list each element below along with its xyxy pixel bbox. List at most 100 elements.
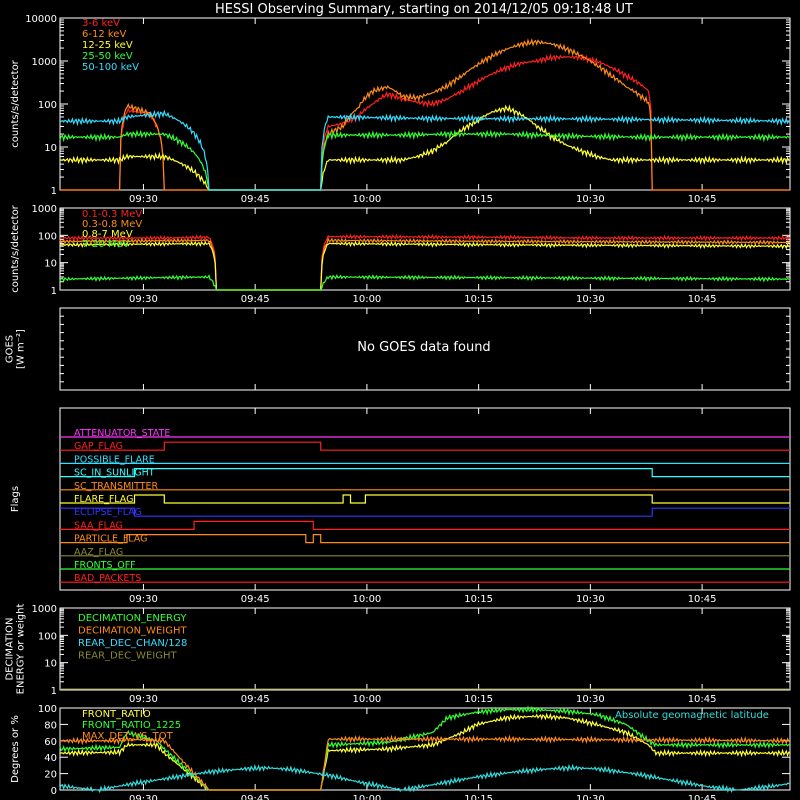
x-tick-label: 10:15 <box>464 694 493 705</box>
x-tick-label: 10:45 <box>688 794 717 800</box>
flag-line <box>60 494 790 504</box>
legend-entry: DECIMATION_WEIGHT <box>78 626 187 637</box>
y-tick-label: 60 <box>44 737 57 748</box>
y-tick-label: 20 <box>44 770 57 781</box>
flag-label: BAD_PACKETS <box>74 573 141 584</box>
legend-entry: 0.3-0.8 MeV <box>82 219 142 230</box>
series-line-front-ratio <box>59 712 791 791</box>
flag-label: PARTICLE_FLAG <box>74 534 147 545</box>
x-tick-label: 10:45 <box>688 594 717 605</box>
y-tick-label: 1 <box>51 286 57 297</box>
x-tick-label: 10:30 <box>576 694 605 705</box>
panel-ratio: 09:30 09:45 10:00 10:15 10:30 10:45 0 20 40 60 80 1… <box>10 704 791 800</box>
legend-entry: 25-50 keV <box>82 51 133 62</box>
series-line-50-100-kev <box>60 109 791 191</box>
x-tick-label: 09:30 <box>129 194 158 205</box>
y-tick-label: 100 <box>38 631 57 642</box>
plot-frame <box>59 407 791 591</box>
panel-goes: No GOES data found GOES [W m⁻²] <box>5 307 791 391</box>
x-tick-label: 10:00 <box>352 694 381 705</box>
flag-label: ATTENUATOR_STATE <box>74 428 170 439</box>
y-tick-label: 10 <box>44 143 57 154</box>
x-tick-label: 10:00 <box>352 194 381 205</box>
y-tick-label: 40 <box>44 753 57 764</box>
legend-entry: 12-25 keV <box>82 40 133 51</box>
series-line-7-20-mev <box>59 273 790 291</box>
legend-entry: DECIMATION_ENERGY <box>78 613 187 624</box>
flag-label: SAA_FLAG <box>74 520 123 531</box>
series-line-25-50-kev <box>59 129 790 191</box>
y-tick-label: 100 <box>38 704 57 715</box>
flag-label: POSSIBLE_FLARE <box>74 454 155 465</box>
series-line-0-3-0-8-mev <box>59 237 791 291</box>
x-tick-label: 09:30 <box>129 694 158 705</box>
series-line-0-1-0-3-mev <box>59 233 791 291</box>
legend-entry: 0.8-7 MeV <box>82 229 133 240</box>
x-tick-label: 10:00 <box>352 794 381 800</box>
x-tick-label: 10:30 <box>576 194 605 205</box>
y-axis-label: DECIMATION <box>5 617 16 680</box>
x-tick-label: 10:30 <box>576 594 605 605</box>
y-tick-label: 1 <box>51 186 57 197</box>
series-line-max-det-vs-tot <box>59 734 791 791</box>
goes-message: No GOES data found <box>357 340 490 355</box>
legend-entry: REAR_DEC_WEIGHT <box>78 651 177 662</box>
flag-line <box>60 507 790 517</box>
y-axis-label: counts/s/detector <box>10 59 21 147</box>
legend-entry: 6-12 keV <box>82 29 126 40</box>
panel-flags: 09:30 09:45 10:00 10:15 10:30 10:45 ATTENUATOR… <box>10 407 791 605</box>
legend-entry: FRONT_RATIO_1225 <box>82 720 181 731</box>
flag-label: FLARE_FLAG <box>74 494 134 505</box>
flag-line <box>60 441 790 451</box>
x-tick-label: 09:45 <box>241 794 270 800</box>
y-tick-label: 10000 <box>25 14 57 25</box>
y-tick-label: 1000 <box>32 57 57 68</box>
x-tick-label: 10:30 <box>576 794 605 800</box>
x-tick-label: 09:30 <box>129 294 158 305</box>
x-tick-label: 10:15 <box>464 194 493 205</box>
x-tick-label: 10:00 <box>352 594 381 605</box>
flag-label: ECLIPSE_FLAG <box>74 507 142 518</box>
series-line-0-8-7-mev <box>59 240 791 291</box>
x-tick-label: 09:30 <box>129 794 158 800</box>
y-tick-label: 0 <box>51 786 57 797</box>
x-tick-label: 10:15 <box>464 794 493 800</box>
flag-label: GAP_FLAG <box>74 441 123 452</box>
panel-decimation: 09:30 09:45 10:00 10:15 10:30 10:45 1 10 100 1000… <box>5 604 791 705</box>
x-tick-label: 09:45 <box>241 194 270 205</box>
x-tick-label: 10:15 <box>464 594 493 605</box>
flag-label: AAZ_FLAG <box>74 547 123 558</box>
legend-entry: REAR_DEC_CHAN/128 <box>78 638 187 649</box>
x-tick-label: 10:45 <box>688 294 717 305</box>
x-tick-label: 10:45 <box>688 194 717 205</box>
series-line-absolute-geomagnetic-latitude <box>59 763 791 794</box>
y-tick-label: 10 <box>44 659 57 670</box>
x-tick-label: 09:45 <box>241 294 270 305</box>
y-axis-label: ENERGY or weight <box>16 604 27 695</box>
y-tick-label: 100 <box>38 231 57 242</box>
legend-entry: 50-100 keV <box>82 62 139 73</box>
chart-title: HESSI Observing Summary, starting on 201… <box>215 2 633 17</box>
series-line-6-12-kev <box>60 38 790 191</box>
plot-frame <box>59 207 791 291</box>
series-line-12-25-kev <box>59 104 791 191</box>
panel-rear-segments: 09:30 09:45 10:00 10:15 10:30 10:45 1 10 100 1000… <box>10 204 791 305</box>
legend-entry: 7-20 MeV <box>82 239 130 250</box>
plot-frame <box>59 707 791 791</box>
flag-line <box>60 520 790 530</box>
y-tick-label: 1000 <box>32 604 57 615</box>
y-tick-label: 80 <box>44 720 57 731</box>
flag-label: SC_IN_SUNLIGHT <box>74 468 155 479</box>
plot-frame <box>59 607 791 691</box>
y-axis-label: counts/s/detector <box>10 204 21 292</box>
y-tick-label: 10 <box>44 259 57 270</box>
flag-label: SC_TRANSMITTER <box>74 481 159 492</box>
x-tick-label: 09:30 <box>129 594 158 605</box>
y-axis-label: Degrees or % <box>10 715 21 783</box>
y-tick-label: 1 <box>51 686 57 697</box>
annotation-geomagnetic: Absolute geomagnetic latitude <box>615 710 769 721</box>
x-tick-label: 09:45 <box>241 694 270 705</box>
x-tick-label: 10:00 <box>352 294 381 305</box>
y-tick-label: 1000 <box>32 204 57 215</box>
